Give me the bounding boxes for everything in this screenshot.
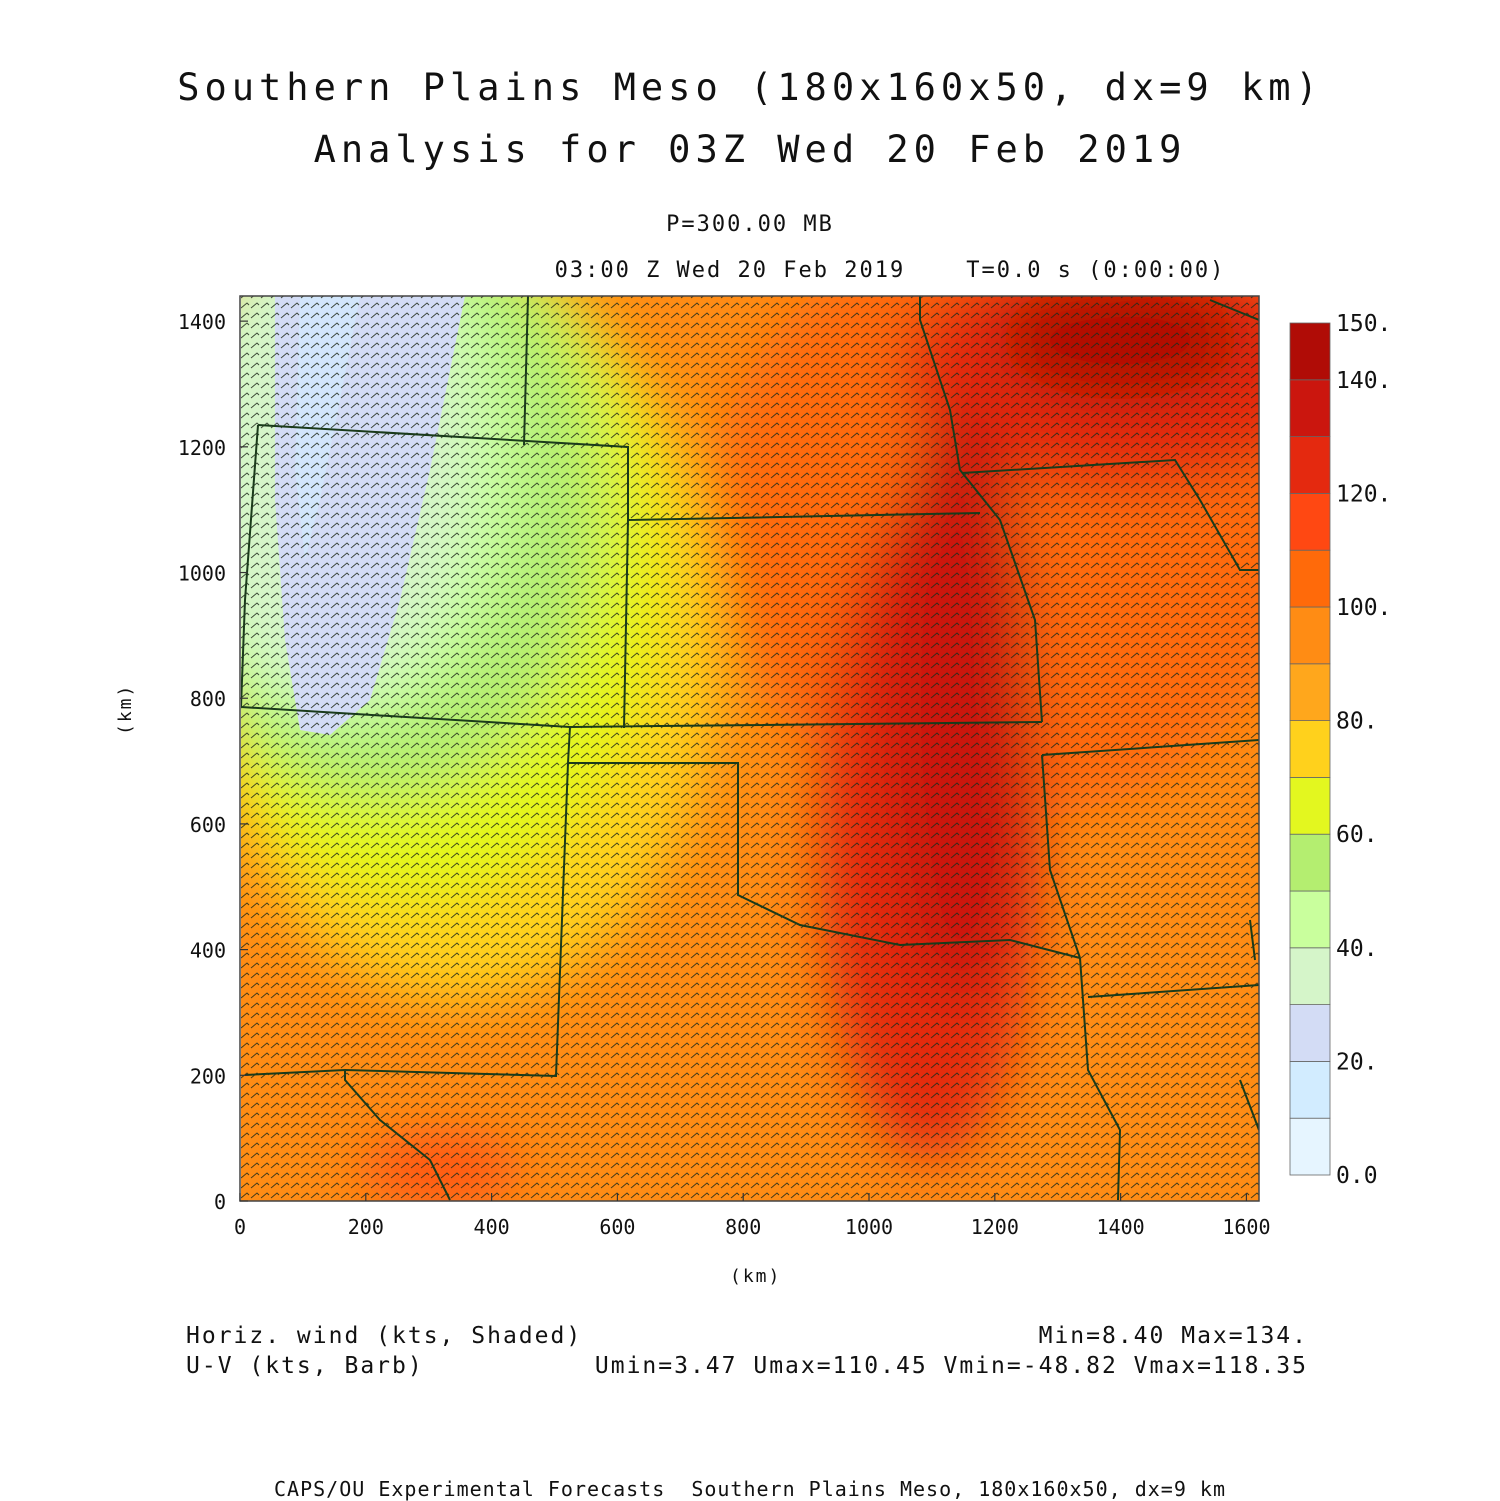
- plot-title-line2: Analysis for 03Z Wed 20 Feb 2019: [313, 128, 1187, 171]
- x-tick-label: 800: [725, 1215, 761, 1239]
- colorbar-bin: [1289, 720, 1331, 778]
- colorbar-bin: [1289, 1117, 1331, 1176]
- colorbar-bin: [1289, 492, 1331, 551]
- colorbar-tick-label: 150.: [1336, 311, 1391, 337]
- x-tick-label: 600: [599, 1215, 635, 1239]
- colorbar-tick-label: 0.0: [1336, 1163, 1378, 1189]
- colorbar-tick-label: 120.: [1336, 481, 1391, 507]
- y-tick-label: 200: [190, 1064, 226, 1088]
- plot-title-line1: Southern Plains Meso (180x160x50, dx=9 k…: [177, 66, 1323, 109]
- y-tick-label: 1000: [178, 562, 226, 586]
- legend-uv-stats: Umin=3.47 Umax=110.45 Vmin=-48.82 Vmax=1…: [594, 1353, 1308, 1379]
- y-tick-label: 400: [190, 939, 226, 963]
- x-axis-label: (km): [730, 1266, 782, 1287]
- y-tick-label: 1200: [178, 436, 226, 460]
- legend-barb-field: U-V (kts, Barb): [186, 1353, 424, 1379]
- colorbar-tick-label: 40.: [1336, 936, 1378, 962]
- x-tick-label: 400: [474, 1215, 510, 1239]
- x-tick-label: 1400: [1097, 1215, 1145, 1239]
- axis-ticks: [239, 320, 1248, 1202]
- colorbar-tick-label: 20.: [1336, 1049, 1378, 1075]
- colorbar-bin: [1289, 777, 1331, 835]
- colorbar-bin: [1289, 833, 1331, 892]
- y-tick-label: 800: [190, 687, 226, 711]
- colorbar-bin: [1289, 1061, 1331, 1119]
- colorbar-labels: 0.0 20. 40. 60. 80. 100. 120. 140. 150.: [1336, 311, 1391, 1189]
- wind-speed-field: [241, 296, 1259, 1201]
- valid-time-label: 03:00 Z Wed 20 Feb 2019 T=0.0 s (0:00:00…: [554, 258, 1226, 283]
- x-tick-labels: 0 200 400 600 800 1000 1200 1400 1600: [234, 1215, 1271, 1239]
- plot-frame: [239, 295, 1260, 1202]
- colorbar-bin: [1289, 549, 1331, 608]
- footer-credit: CAPS/OU Experimental Forecasts Southern …: [274, 1477, 1226, 1501]
- y-tick-label: 0: [214, 1190, 226, 1214]
- colorbar-bin: [1289, 890, 1331, 949]
- colorbar: [1289, 322, 1331, 1176]
- y-tick-label: 1400: [178, 310, 226, 334]
- colorbar-bin: [1289, 947, 1331, 1005]
- legend-min-max: Min=8.40 Max=134.: [1038, 1323, 1308, 1349]
- colorbar-tick-label: 100.: [1336, 595, 1391, 621]
- colorbar-bin: [1289, 436, 1331, 494]
- y-axis-label: (km): [115, 683, 136, 735]
- x-tick-label: 1200: [971, 1215, 1019, 1239]
- colorbar-tick-label: 80.: [1336, 709, 1378, 735]
- colorbar-bin: [1289, 379, 1331, 437]
- state-boundaries: [241, 296, 1259, 1201]
- x-tick-label: 200: [348, 1215, 384, 1239]
- y-tick-label: 600: [190, 813, 226, 837]
- colorbar-bin: [1289, 1004, 1331, 1062]
- x-tick-label: 0: [234, 1215, 246, 1239]
- pressure-level-label: P=300.00 MB: [666, 212, 834, 237]
- y-tick-labels: 0 200 400 600 800 1000 1200 1400: [178, 310, 226, 1214]
- colorbar-bin: [1289, 322, 1331, 381]
- legend-shaded-field: Horiz. wind (kts, Shaded): [186, 1323, 583, 1349]
- colorbar-bin: [1289, 663, 1331, 721]
- colorbar-tick-label: 140.: [1336, 368, 1391, 394]
- x-tick-label: 1000: [845, 1215, 893, 1239]
- colorbar-tick-label: 60.: [1336, 822, 1378, 848]
- colorbar-bin: [1289, 606, 1331, 665]
- x-tick-label: 1600: [1222, 1215, 1270, 1239]
